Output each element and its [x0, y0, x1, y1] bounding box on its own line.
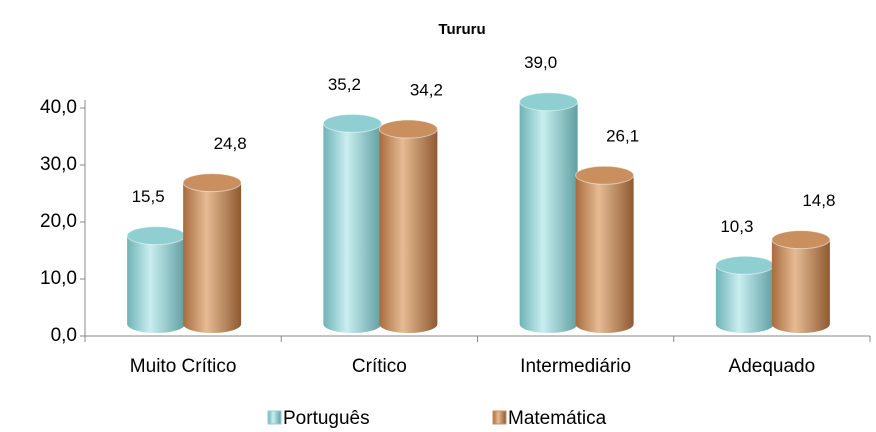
legend-label: Matemática [508, 408, 607, 429]
legend-swatch [492, 410, 507, 425]
bar [378, 119, 438, 333]
x-tick-label: Muito Crítico [130, 356, 237, 377]
bar [519, 92, 579, 333]
y-tick-label: 10,0 [40, 268, 77, 289]
bar [771, 230, 831, 333]
bar [126, 226, 186, 333]
data-label: 10,3 [720, 217, 753, 236]
bar [182, 173, 242, 333]
data-label: 24,8 [214, 134, 247, 153]
bar [715, 255, 775, 333]
data-label: 26,1 [606, 127, 639, 146]
data-label: 39,0 [524, 53, 557, 72]
data-label: 35,2 [328, 75, 361, 94]
y-tick-label: 40,0 [40, 97, 77, 118]
y-tick-label: 0,0 [51, 325, 77, 346]
x-tick-label: Crítico [352, 356, 407, 377]
bar [575, 165, 635, 333]
data-label: 14,8 [802, 191, 835, 210]
chart-title: Tururu [438, 21, 485, 38]
bar [322, 113, 382, 333]
y-tick-label: 30,0 [40, 154, 77, 175]
x-tick-label: Intermediário [520, 356, 631, 377]
legend-swatch [267, 410, 282, 425]
x-tick-label: Adequado [729, 356, 816, 377]
legend-label: Português [283, 408, 370, 429]
data-label: 34,2 [410, 81, 443, 100]
y-tick-label: 20,0 [40, 211, 77, 232]
data-label: 15,5 [132, 187, 165, 206]
